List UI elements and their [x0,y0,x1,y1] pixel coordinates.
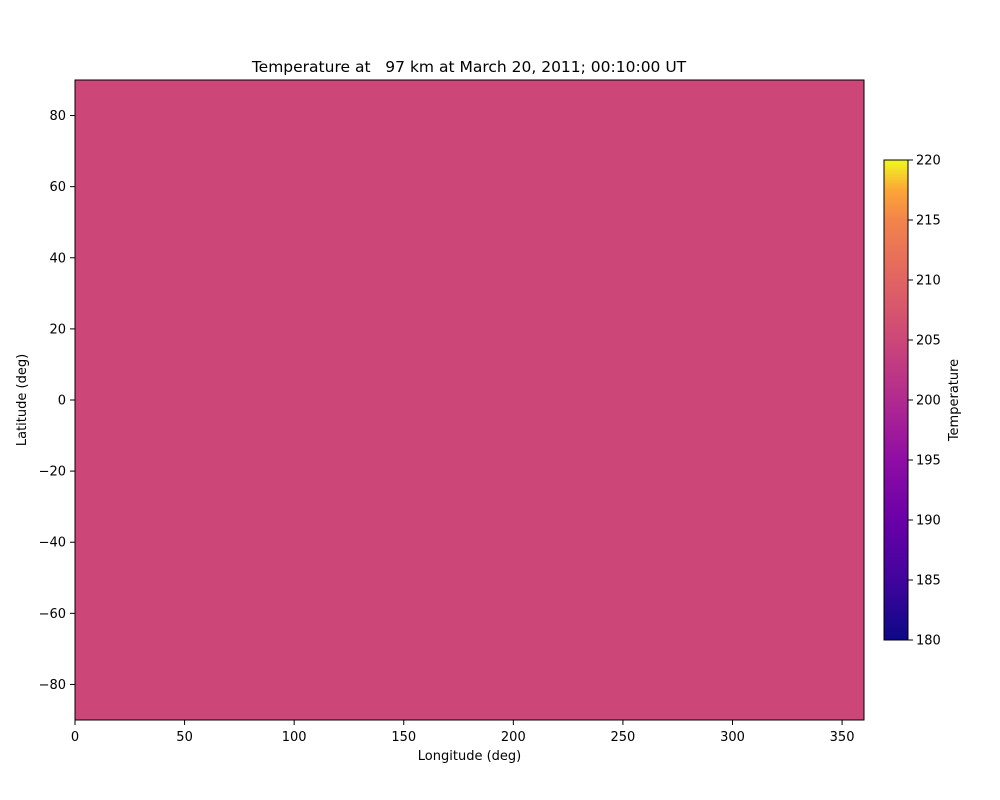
y-tick-label: −40 [39,536,66,551]
x-axis: 0 50 100 150 200 250 300 350 [71,720,855,745]
x-tick-label: 300 [720,730,745,745]
colorbar-tick-label: 210 [916,274,941,289]
y-tick-label: −20 [39,465,66,480]
y-axis: −80 −60 −40 −20 0 20 40 60 80 [39,109,75,693]
colorbar-tick-label: 200 [916,394,941,409]
y-tick-label: 40 [49,251,66,266]
y-tick-label: 20 [49,322,66,337]
x-tick-label: 150 [391,730,416,745]
x-axis-label: Longitude (deg) [418,749,521,764]
colorbar-tick-label: 190 [916,514,941,529]
colorbar-tick-label: 185 [916,574,941,589]
y-axis-label: Latitude (deg) [15,354,30,446]
y-tick-label: −80 [39,678,66,693]
chart-title: Temperature at 97 km at March 20, 2011; … [251,58,687,76]
x-tick-label: 200 [501,730,526,745]
colorbar-gradient [883,159,909,641]
x-tick-label: 350 [830,730,855,745]
colorbar-tick-label: 215 [916,214,941,229]
colorbar-tick-label: 205 [916,334,941,349]
x-tick-label: 250 [611,730,636,745]
colorbar-tick-label: 220 [916,154,941,169]
plot-area [74,79,865,721]
colorbar-label: Temperature [947,359,962,442]
x-tick-label: 50 [176,730,193,745]
x-tick-label: 100 [282,730,307,745]
colorbar: 180 185 190 195 200 205 210 215 220 Temperature [883,154,962,649]
y-tick-label: 0 [58,394,66,409]
colorbar-tick-label: 195 [916,454,941,469]
y-tick-label: 80 [49,109,66,124]
colorbar-ticks: 180 185 190 195 200 205 210 215 220 [908,154,941,649]
colorbar-tick-label: 180 [916,634,941,649]
y-tick-label: 60 [49,180,66,195]
x-tick-label: 0 [71,730,79,745]
y-tick-label: −60 [39,607,66,622]
temperature-field [75,80,864,720]
